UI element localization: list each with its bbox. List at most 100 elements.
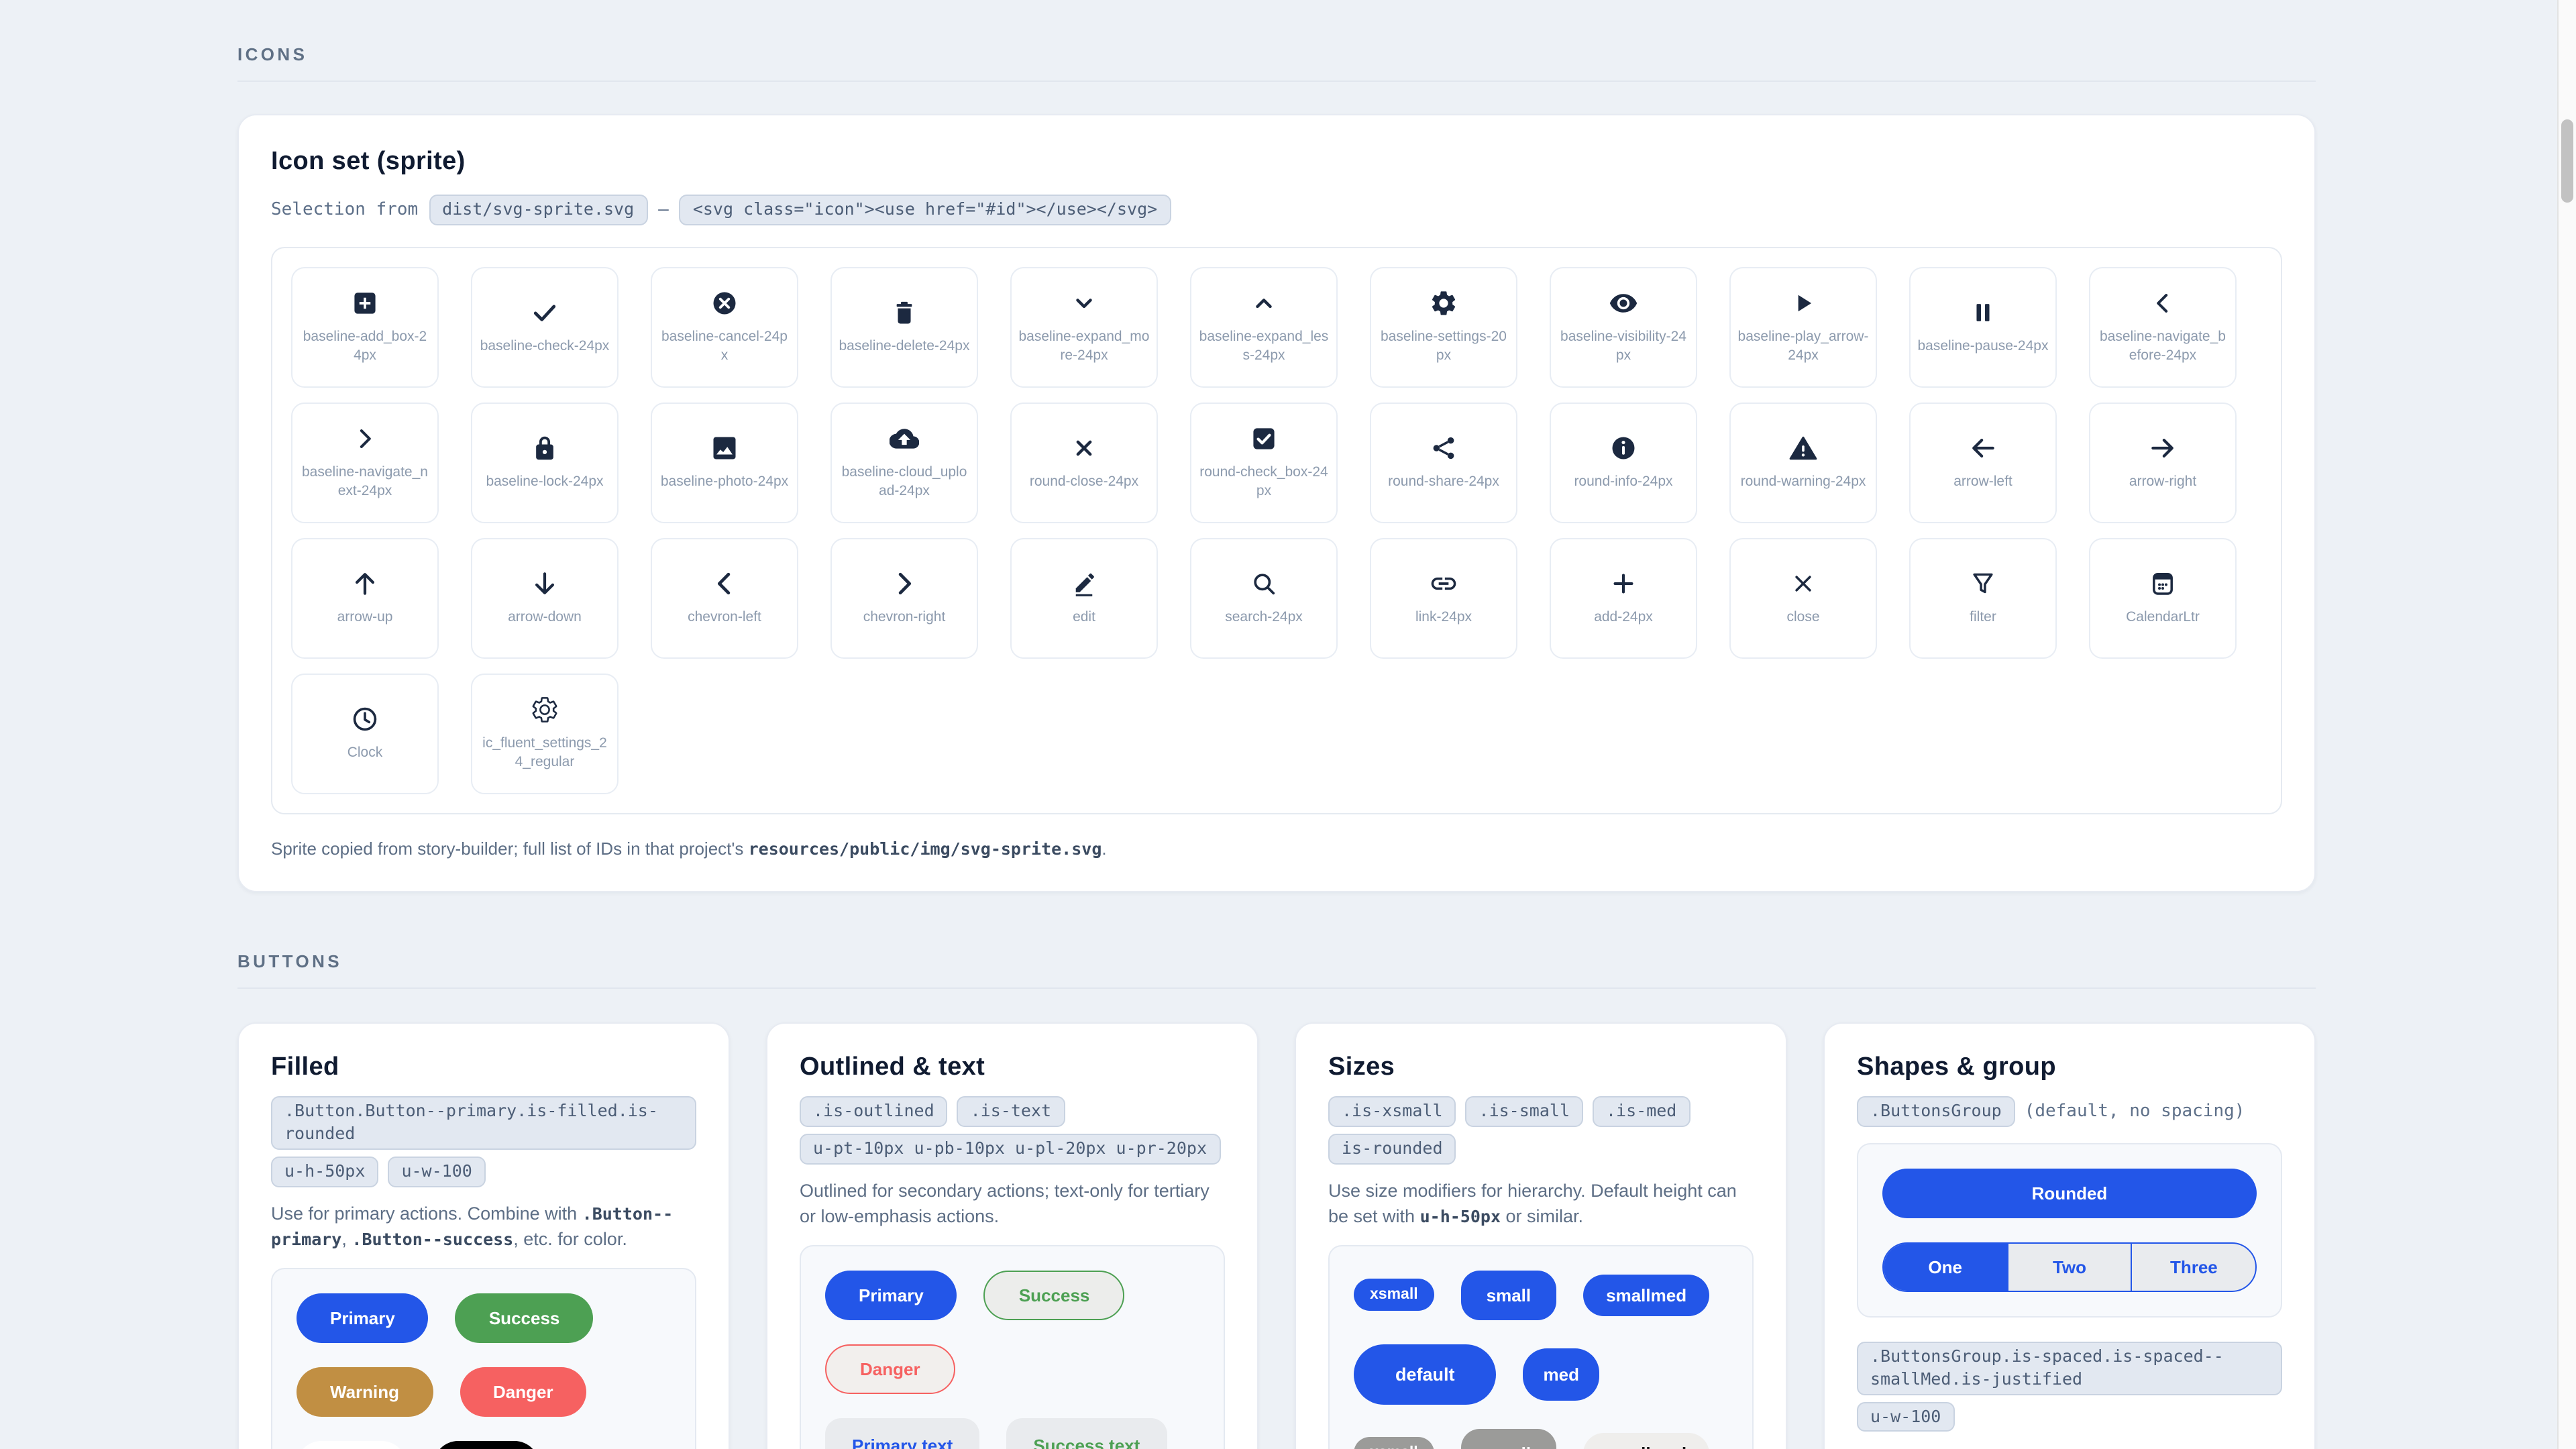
code-chip: u-h-50px [271, 1156, 379, 1187]
code-chip: u-w-100 [1857, 1401, 1955, 1432]
light-button[interactable]: Light [297, 1440, 407, 1449]
icon-tile: close [1729, 537, 1877, 659]
add-icon [1609, 570, 1638, 599]
content-column: ICONS Icon set (sprite) Selection from d… [237, 0, 2316, 1449]
demo-button-row: Primary Success [297, 1293, 671, 1343]
primary-text-button[interactable]: Primary text [825, 1417, 980, 1449]
icon-tile: baseline-settings-20px [1370, 266, 1517, 388]
card-description: Use for primary actions. Combine with .B… [271, 1203, 674, 1249]
shapes-group-card: Shapes & group .ButtonsGroup (default, n… [1823, 1022, 2316, 1449]
sprite-footnote: Sprite copied from story-builder; full l… [271, 838, 1107, 859]
card-title: Shapes & group [1857, 1053, 2056, 1081]
rounded-button[interactable]: Rounded [1882, 1168, 2257, 1218]
primary-button[interactable]: Primary [825, 1270, 957, 1320]
inline-code: .Button--primary [271, 1203, 674, 1249]
icon-tile: Clock [291, 673, 439, 794]
icon-tile: baseline-pause-24px [1909, 266, 2057, 388]
default-button[interactable]: default [1354, 1344, 1497, 1405]
icon-tile-label: baseline-cancel-24px [661, 329, 788, 364]
group-segment-two[interactable]: Two [2006, 1243, 2131, 1291]
expand-less-icon [1249, 288, 1279, 318]
group-segment-three[interactable]: Three [2131, 1243, 2255, 1291]
demo-area: Primary Success Danger Primary text Success … [800, 1244, 1225, 1449]
code-chip: .is-xsmall [1328, 1095, 1456, 1127]
success-text-button[interactable]: Success text [1006, 1417, 1167, 1449]
pause-icon [1968, 299, 1998, 328]
buttons-section-label: BUTTONS [237, 951, 342, 971]
code-chip: .Button.Button--primary.is-filled.is-rou… [271, 1095, 696, 1150]
demo-button-row: default med [1354, 1344, 1728, 1405]
icon-tile-label: baseline-delete-24px [839, 338, 970, 355]
clock-icon [350, 705, 380, 735]
demo-area: xsmall small smallmed default med xsmall small… [1328, 1244, 1754, 1449]
icon-tile-label: baseline-cloud_upload-24px [841, 464, 967, 500]
icon-tile: round-info-24px [1550, 402, 1697, 523]
icon-tile: baseline-add_box-24px [291, 266, 439, 388]
cancel-icon [710, 288, 739, 318]
icon-tile: filter [1909, 537, 2057, 659]
icon-tile-label: add-24px [1594, 609, 1653, 626]
dark-button[interactable]: Dark [433, 1440, 539, 1449]
icon-tile-label: baseline-pause-24px [1917, 338, 2049, 355]
eye-icon [1609, 288, 1638, 318]
icon-tile-label: close [1786, 609, 1820, 626]
code-chip: u-w-100 [388, 1156, 486, 1187]
calendar-icon [2148, 570, 2178, 599]
xsmall-button[interactable]: xsmall [1354, 1437, 1434, 1449]
danger-button[interactable]: Danger [825, 1344, 955, 1394]
danger-button[interactable]: Danger [460, 1366, 587, 1417]
settings-filled-icon [1429, 288, 1458, 318]
small-button[interactable]: small [1460, 1428, 1557, 1449]
smallmed-button[interactable]: smallmed [1583, 1432, 1710, 1449]
icon-tile: search-24px [1190, 537, 1338, 659]
success-button[interactable]: Success [455, 1293, 594, 1343]
code-chips: .is-outlined .is-text u-pt-10px u-pb-10px … [800, 1095, 1225, 1165]
icon-tile: baseline-play_arrow-24px [1729, 266, 1877, 388]
icon-tile: baseline-expand_less-24px [1190, 266, 1338, 388]
code-chip: .is-med [1593, 1095, 1690, 1127]
icon-tile-label: round-info-24px [1574, 474, 1673, 490]
smallmed-button[interactable]: smallmed [1583, 1274, 1710, 1316]
warning-icon [1788, 434, 1818, 464]
link-icon [1429, 570, 1458, 599]
icon-tile-label: baseline-visibility-24px [1560, 329, 1686, 364]
icon-tile: chevron-right [830, 537, 978, 659]
code-chips-spaced: .ButtonsGroup.is-spaced.is-spaced--small… [1857, 1341, 2282, 1432]
icon-tile-label: baseline-add_box-24px [303, 329, 427, 364]
group-segment-one[interactable]: One [1884, 1243, 2007, 1291]
demo-area: Primary Success Warning Danger Light Dark [271, 1267, 696, 1449]
icon-tile: edit [1010, 537, 1158, 659]
code-chips: .Button.Button--primary.is-filled.is-rou… [271, 1095, 696, 1187]
icon-tile: baseline-lock-24px [471, 402, 619, 523]
demo-button-row: Light Dark [297, 1440, 671, 1449]
icon-tile-label: Clock [347, 745, 383, 761]
icon-tile: round-check_box-24px [1190, 402, 1338, 523]
expand-more-icon [1069, 288, 1099, 318]
icon-tile: baseline-cloud_upload-24px [830, 402, 978, 523]
primary-button[interactable]: Primary [297, 1293, 429, 1343]
scrollbar-track[interactable] [2557, 0, 2576, 1449]
arrow-right-icon [2148, 434, 2178, 464]
small-button[interactable]: small [1460, 1270, 1557, 1320]
icon-card-intro: Selection from dist/svg-sprite.svg – <sv… [271, 195, 2282, 225]
icon-tile: arrow-left [1909, 402, 2057, 523]
icon-tile-label: baseline-navigate_next-24px [302, 464, 428, 500]
xsmall-button[interactable]: xsmall [1354, 1279, 1434, 1311]
icon-tile: arrow-up [291, 537, 439, 659]
section-divider [237, 987, 2316, 989]
icon-card-title: Icon set (sprite) [271, 148, 466, 176]
success-button[interactable]: Success [983, 1270, 1125, 1320]
photo-icon [710, 434, 739, 464]
chevron-right-icon [890, 570, 919, 599]
usage-snippet-chip: <svg class="icon"><use href="#id"></use>… [679, 195, 1171, 225]
icon-tile-label: round-check_box-24px [1199, 464, 1328, 500]
med-button[interactable]: med [1523, 1348, 1599, 1401]
icon-tile: arrow-right [2089, 402, 2237, 523]
warning-button[interactable]: Warning [297, 1366, 433, 1417]
icon-tile-label: baseline-expand_more-24px [1018, 329, 1150, 364]
icon-tile-label: baseline-check-24px [480, 338, 610, 355]
icon-tile: CalendarLtr [2089, 537, 2237, 659]
icon-tile-label: filter [1970, 609, 1996, 626]
scrollbar-thumb[interactable] [2561, 119, 2573, 203]
